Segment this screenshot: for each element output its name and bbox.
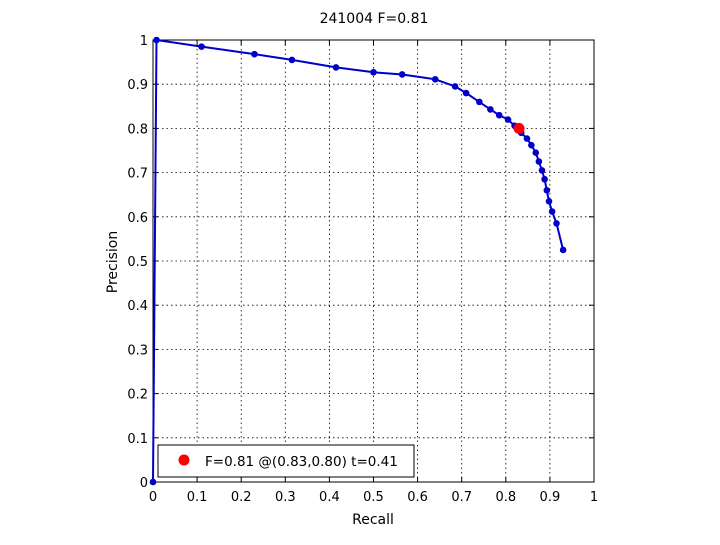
x-tick-label: 0.5 — [363, 490, 384, 505]
pr-curve-point — [149, 478, 157, 486]
x-tick-label: 0.7 — [451, 490, 472, 505]
pr-curve-point — [370, 68, 377, 76]
pr-curve-point — [504, 116, 512, 123]
series — [149, 36, 567, 486]
y-axis-title: Precision — [105, 231, 121, 293]
pr-curve-point — [538, 167, 546, 174]
pr-curve-point — [153, 36, 160, 44]
x-axis-title: Recall — [352, 512, 394, 528]
pr-curve-point — [462, 89, 470, 97]
x-tick-label: 0.4 — [319, 490, 340, 505]
pr-curve-point — [431, 76, 439, 83]
legend-marker — [178, 454, 190, 466]
pr-curve-line — [152, 39, 565, 483]
y-tick-label: 0.3 — [127, 343, 148, 358]
x-tick-label: 0.6 — [407, 490, 428, 505]
pr-curve-point — [398, 71, 406, 78]
best-f-point — [513, 122, 525, 134]
pr-curve-point — [451, 83, 459, 90]
pr-curve-point — [543, 186, 551, 194]
pr-curve-point — [528, 141, 535, 149]
pr-curve-point — [476, 98, 483, 106]
x-tick-label: 0.1 — [187, 490, 208, 505]
x-tick-label: 0.2 — [231, 490, 252, 505]
plot-title: 241004 F=0.81 — [320, 11, 429, 27]
pr-curve-point — [198, 43, 205, 50]
highlight — [513, 122, 525, 134]
y-tick-label: 0.7 — [127, 167, 148, 182]
legend-label: F=0.81 @(0.83,0.80) t=0.41 — [205, 454, 398, 470]
y-tick-label: 0.6 — [127, 211, 148, 226]
legend: F=0.81 @(0.83,0.80) t=0.41 — [157, 444, 415, 478]
x-tick-label: 0 — [149, 490, 157, 505]
y-tick-label: 0 — [140, 476, 148, 491]
pr-curve-point — [548, 208, 556, 215]
y-tick-label: 1 — [140, 34, 148, 49]
pr-curve-point — [541, 175, 548, 183]
pr-curve-point — [559, 246, 567, 254]
x-tick-label: 1 — [590, 490, 598, 505]
x-tick-label: 0.9 — [540, 490, 561, 505]
y-tick-label: 0.9 — [127, 78, 148, 93]
x-tick-label: 0.8 — [495, 490, 516, 505]
pr-curve-point — [523, 135, 531, 142]
pr-curve-point — [545, 198, 553, 205]
x-tick-label: 0.3 — [275, 490, 296, 505]
grid — [153, 40, 594, 482]
y-tick-label: 0.1 — [127, 432, 148, 447]
pr-curve-point — [251, 50, 258, 58]
pr-curve-point — [532, 149, 540, 157]
y-tick-label: 0.5 — [127, 255, 148, 270]
pr-curve-point — [535, 158, 543, 165]
pr-curve-point — [288, 56, 296, 64]
pr-curve-point — [487, 106, 494, 113]
pr-curve-point — [332, 64, 340, 71]
y-tick-label: 0.8 — [127, 122, 148, 137]
legend-box — [157, 444, 415, 478]
pr-curve-point — [495, 111, 503, 119]
y-tick-label: 0.2 — [127, 388, 148, 403]
y-tick-label: 0.4 — [127, 299, 148, 314]
pr-curve-point — [553, 220, 560, 227]
axis-ticks: 0 0.1 0.2 0.3 0.4 0.5 0.6 0.7 0.8 0.9 1 0 0.1 0.2 0.3 0… — [127, 34, 598, 505]
